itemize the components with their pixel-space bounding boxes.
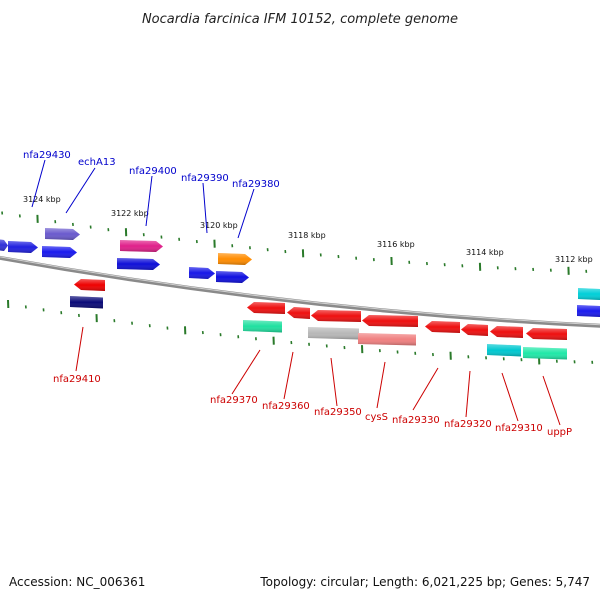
leader-line [231, 349, 261, 395]
gene-label-nfa29380[interactable]: nfa29380 [232, 179, 280, 190]
forward-gene-arrow-shading [216, 271, 249, 283]
gene-label-nfa29370[interactable]: nfa29370 [210, 395, 258, 406]
forward-gene-arrow-shading [578, 288, 600, 300]
gene-label-uppP[interactable]: uppP [547, 427, 572, 438]
leader-line [31, 159, 46, 208]
accession-label: Accession: NC_006361 [9, 575, 145, 589]
genome-backbone-highlight [0, 256, 600, 326]
reverse-gene-arrow-shading [70, 296, 103, 309]
leader-line [202, 182, 208, 234]
leader-line [330, 357, 338, 407]
reverse-gene-arrow-shading [526, 328, 567, 340]
leader-line [412, 367, 439, 411]
scale-label: 3114 kbp [466, 248, 504, 257]
forward-gene-arrow-shading [8, 241, 38, 253]
reverse-gene-arrow-shading [425, 321, 460, 333]
reverse-gene-arrow-shading [461, 324, 488, 336]
leader-line [465, 370, 471, 418]
scale-label: 3118 kbp [288, 231, 326, 240]
scale-label: 3122 kbp [111, 209, 149, 218]
genome-backbone [0, 255, 600, 328]
genome-summary: Topology: circular; Length: 6,021,225 bp… [259, 575, 590, 589]
gene-label-nfa29330[interactable]: nfa29330 [392, 415, 440, 426]
gene-label-cysS[interactable]: cysS [365, 412, 388, 423]
leader-line [542, 375, 561, 426]
reverse-gene-arrow-shading [523, 347, 567, 360]
gene-label-nfa29320[interactable]: nfa29320 [444, 419, 492, 430]
leader-line [65, 167, 96, 214]
scale-label: 3116 kbp [377, 240, 415, 249]
gene-label-nfa29350[interactable]: nfa29350 [314, 407, 362, 418]
map-title: Nocardia farcinica IFM 10152, complete g… [142, 12, 458, 27]
scale-labels: 3124 kbp 3122 kbp 3120 kbp 3118 kbp 3116… [23, 195, 593, 264]
leader-line [376, 361, 386, 409]
forward-gene-arrow-shading [42, 246, 77, 258]
leader-line [283, 351, 294, 400]
reverse-gene-arrow-shading [362, 315, 418, 327]
forward-gene-arrow-shading [218, 253, 252, 265]
forward-gene-arrow-shading [120, 240, 163, 252]
forward-gene-arrow-shading [45, 228, 80, 240]
scale-label: 3112 kbp [555, 255, 593, 264]
gene-label-nfa29390[interactable]: nfa29390 [181, 173, 229, 184]
leader-line [237, 188, 255, 239]
gene-label-nfa29360[interactable]: nfa29360 [262, 401, 310, 412]
scale-ticks-upper [1, 211, 588, 275]
scale-label: 3124 kbp [23, 195, 61, 204]
gene-label-nfa29410[interactable]: nfa29410 [53, 374, 101, 385]
reverse-gene-labels: nfa29410 nfa29370 nfa29360 nfa29350 cysS… [53, 374, 572, 438]
gene-label-nfa29310[interactable]: nfa29310 [495, 423, 543, 434]
scale-label: 3120 kbp [200, 221, 238, 230]
forward-gene-labels: nfa29430 echA13 nfa29400 nfa29390 nfa293… [23, 150, 280, 190]
forward-gene-arrow-shading [0, 239, 8, 251]
reverse-gene-arrow-shading [487, 344, 521, 357]
reverse-gene-arrow-shading [74, 279, 105, 291]
leader-line [75, 326, 84, 372]
reverse-gene-arrow-shading [287, 307, 310, 319]
forward-gene-arrow-shading [577, 305, 600, 317]
leader-line [145, 175, 153, 227]
gene-label-nfa29400[interactable]: nfa29400 [129, 166, 177, 177]
forward-gene-arrow-shading [117, 258, 160, 270]
reverse-gene-arrow-shading [490, 326, 523, 338]
reverse-gene-arrow-shading [358, 333, 416, 346]
gene-label-echA13[interactable]: echA13 [78, 157, 116, 168]
reverse-gene-arrow-shading [247, 302, 285, 314]
leader-lines [31, 159, 561, 426]
reverse-gene-arrow-shading [243, 320, 282, 333]
reverse-strand-genes [70, 279, 567, 360]
reverse-gene-arrow-shading [308, 327, 359, 340]
forward-strand-genes [0, 228, 600, 317]
reverse-gene-arrow-shading [311, 310, 361, 322]
forward-gene-arrow-shading [189, 267, 215, 279]
gene-label-nfa29430[interactable]: nfa29430 [23, 150, 71, 161]
leader-line [501, 372, 519, 422]
